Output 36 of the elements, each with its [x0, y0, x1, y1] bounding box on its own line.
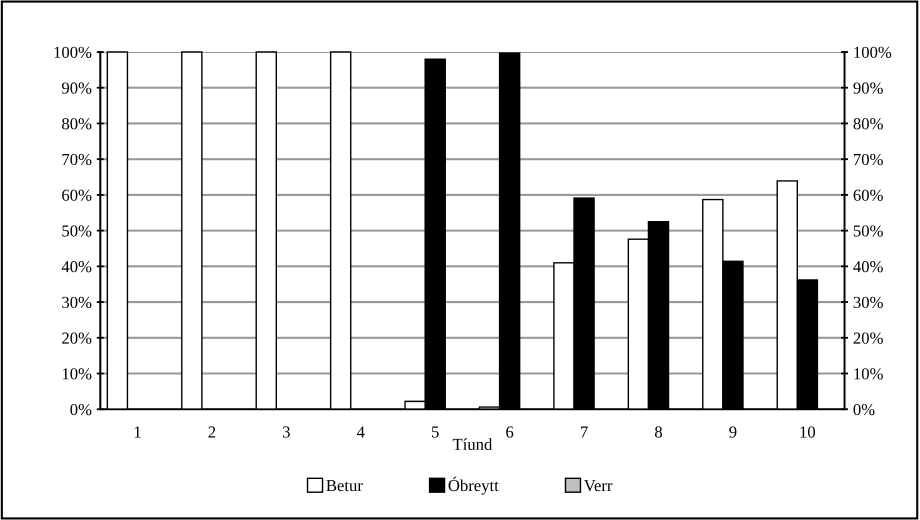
y-tick-label: 70% — [62, 154, 92, 166]
legend-label: Óbreytt — [448, 476, 499, 495]
y2-tick-label: 50% — [854, 225, 883, 237]
x-axis-title: Tíund — [452, 438, 492, 450]
x-tick-label: 7 — [580, 426, 588, 438]
legend-label: Verr — [584, 480, 612, 492]
y2-tick-label: 10% — [854, 368, 883, 380]
y-tick-label: 20% — [62, 332, 92, 344]
y-tick-label: 30% — [62, 296, 92, 308]
legend-label: Betur — [326, 480, 363, 492]
x-tick-label: 10 — [800, 426, 816, 438]
x-tick-label: 1 — [134, 426, 141, 438]
y2-tick-label: 100% — [854, 46, 892, 58]
y2-tick-label: 20% — [854, 332, 883, 344]
y-tick-label: 0% — [70, 404, 92, 416]
y-tick-label: 100% — [54, 46, 92, 58]
x-tick-label: 8 — [654, 426, 662, 438]
y2-tick-label: 60% — [854, 190, 883, 201]
x-tick-label: 2 — [208, 426, 216, 438]
x-tick-label: 9 — [729, 426, 736, 438]
y-tick-label: 60% — [62, 190, 92, 201]
y2-tick-label: 40% — [853, 261, 883, 272]
y2-tick-label: 30% — [854, 296, 883, 308]
x-tick-label: 3 — [282, 426, 290, 438]
y-tick-label: 50% — [62, 225, 92, 237]
x-tick-label: 5 — [432, 426, 439, 438]
y-tick-label: 80% — [62, 118, 92, 130]
y2-tick-label: 90% — [853, 82, 883, 94]
y2-tick-label: 80% — [854, 118, 883, 130]
x-tick-label: 6 — [506, 426, 514, 438]
y-tick-label: 90% — [62, 82, 92, 94]
y2-tick-label: 0% — [854, 404, 875, 416]
y-tick-label: 40% — [62, 261, 92, 272]
y2-tick-label: 70% — [854, 154, 883, 166]
x-tick-label: 4 — [356, 426, 365, 438]
y-tick-label: 10% — [62, 368, 92, 380]
